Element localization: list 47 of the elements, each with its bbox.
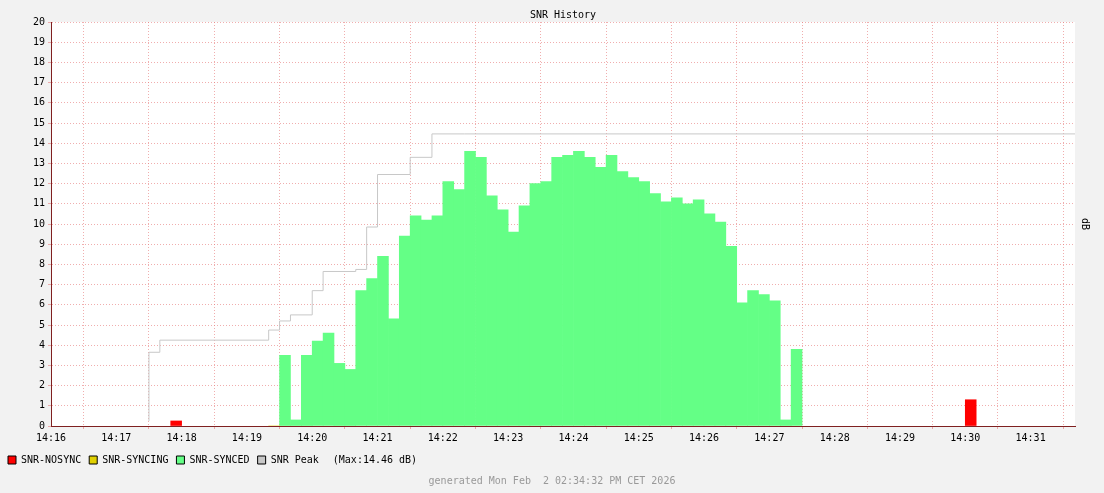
x-tick-label: 14:24 xyxy=(558,431,589,443)
y-tick-label: 20 xyxy=(32,15,45,27)
legend-label: SNR-SYNCED xyxy=(189,453,250,465)
x-tick-label: 14:17 xyxy=(101,431,132,443)
bar xyxy=(170,420,182,426)
y-tick-label: 6 xyxy=(38,298,45,310)
y-tick-label: 11 xyxy=(32,197,45,209)
x-tick-label: 14:18 xyxy=(166,431,197,443)
y-tick-label: 15 xyxy=(32,116,45,128)
legend-label: SNR-SYNCING xyxy=(102,453,169,465)
y-tick-label: 9 xyxy=(38,237,45,249)
x-tick-label: 14:23 xyxy=(493,431,524,443)
x-tick-label: 14:20 xyxy=(297,431,328,443)
y-tick-label: 19 xyxy=(32,35,45,47)
y-tick-label: 7 xyxy=(38,278,45,290)
x-tick-label: 14:26 xyxy=(689,431,720,443)
y-tick-label: 10 xyxy=(32,217,45,229)
x-tick-label: 14:29 xyxy=(884,431,916,443)
x-tick-label: 14:31 xyxy=(1015,431,1046,443)
y-tick-label: 5 xyxy=(38,318,45,330)
y-tick-label: 16 xyxy=(32,96,45,108)
y-tick-label: 17 xyxy=(32,76,45,88)
y-tick-label: 12 xyxy=(32,177,45,189)
x-tick-label: 14:22 xyxy=(427,431,458,443)
y-tick-label: 0 xyxy=(38,419,45,431)
x-tick-label: 14:30 xyxy=(950,431,981,443)
legend-label: SNR Peak xyxy=(270,453,319,465)
y-tick-label: 8 xyxy=(38,257,45,269)
y-tick-label: 1 xyxy=(38,399,45,411)
x-tick-label: 14:28 xyxy=(819,431,850,443)
y-tick-label: 13 xyxy=(32,156,45,168)
x-tick-label: 14:21 xyxy=(362,431,393,443)
x-tick-label: 14:25 xyxy=(623,431,654,443)
bar xyxy=(964,399,977,426)
chart-title: SNR History xyxy=(529,8,597,20)
x-tick-label: 14:16 xyxy=(35,431,67,443)
x-tick-label: 14:19 xyxy=(231,431,262,443)
legend-label: SNR-NOSYNC xyxy=(21,453,82,465)
x-tick-label: 14:27 xyxy=(754,431,785,443)
y-tick-label: 2 xyxy=(38,379,45,391)
y-tick-label: 14 xyxy=(32,136,45,148)
y-tick-label: 4 xyxy=(38,338,45,350)
y-axis-title: dB xyxy=(1080,217,1092,231)
text: (Max:14.46 dB) xyxy=(332,453,418,465)
text: generated Mon Feb 2 02:34:32 PM CET 2026 xyxy=(428,474,676,486)
y-tick-label: 3 xyxy=(38,358,45,370)
y-tick-label: 18 xyxy=(32,55,45,67)
